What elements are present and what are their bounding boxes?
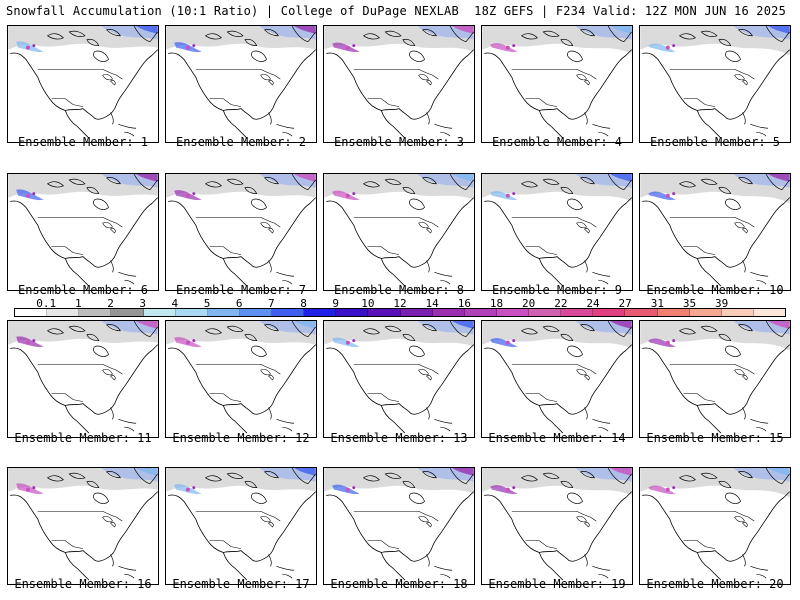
- ensemble-map-18: [323, 467, 475, 585]
- ensemble-member-label: Ensemble Member: 3: [333, 135, 465, 149]
- ensemble-map-15: [639, 320, 791, 438]
- map-title: Snowfall Accumulation (10:1 Ratio) | Col…: [6, 4, 459, 18]
- ensemble-map-3: [323, 25, 475, 143]
- ensemble-member-label: Ensemble Member: 11: [14, 431, 152, 445]
- model-valid-time: 18Z GEFS | F234 Valid: 12Z MON JUN 16 20…: [474, 4, 786, 18]
- ensemble-member-label: Ensemble Member: 13: [330, 431, 468, 445]
- ensemble-member-label: Ensemble Member: 1: [17, 135, 149, 149]
- colorbar-tick-label: 16: [457, 297, 471, 310]
- colorbar-tick-label: 14: [425, 297, 439, 310]
- colorbar-tick-label: 18: [489, 297, 504, 310]
- colorbar-tick-label: 3: [139, 297, 146, 310]
- colorbar-swatch: [47, 309, 80, 316]
- colorbar-swatch: [561, 309, 594, 316]
- ensemble-member-label: Ensemble Member: 7: [175, 283, 307, 297]
- colorbar-swatch: [753, 309, 785, 316]
- ensemble-member-label: Ensemble Member: 5: [649, 135, 781, 149]
- ensemble-map-20: [639, 467, 791, 585]
- ensemble-map-16: [7, 467, 159, 585]
- colorbar-tick-label: 24: [586, 297, 600, 310]
- ensemble-map-19: [481, 467, 633, 585]
- ensemble-member-label: Ensemble Member: 9: [491, 283, 623, 297]
- ensemble-map-5: [639, 25, 791, 143]
- ensemble-map-13: [323, 320, 475, 438]
- colorbar-swatch: [15, 309, 48, 316]
- ensemble-map-9: [481, 173, 633, 291]
- colorbar-swatch: [625, 309, 658, 316]
- colorbar-swatch: [464, 309, 497, 316]
- ensemble-member-label: Ensemble Member: 6: [17, 283, 149, 297]
- ensemble-map-12: [165, 320, 317, 438]
- ensemble-member-label: Ensemble Member: 4: [491, 135, 623, 149]
- colorbar-swatch: [175, 309, 208, 316]
- colorbar-swatch: [143, 309, 176, 316]
- ensemble-member-label: Ensemble Member: 10: [646, 283, 784, 297]
- colorbar-tick-label: 4: [171, 297, 179, 310]
- colorbar-swatch: [111, 309, 144, 316]
- colorbar-swatch: [432, 309, 465, 316]
- colorbar-tick-label: 6: [235, 297, 243, 310]
- ensemble-member-label: Ensemble Member: 17: [172, 577, 310, 591]
- colorbar-swatch: [207, 309, 240, 316]
- ensemble-member-label: Ensemble Member: 18: [330, 577, 468, 591]
- colorbar-tick-label: 9: [332, 297, 339, 310]
- ensemble-member-label: Ensemble Member: 20: [646, 577, 784, 591]
- ensemble-map-17: [165, 467, 317, 585]
- colorbar-swatch: [239, 309, 272, 316]
- colorbar-tick-label: 0.1: [36, 297, 57, 310]
- colorbar-swatch: [368, 309, 401, 316]
- colorbar-swatch: [657, 309, 690, 316]
- ensemble-member-label: Ensemble Member: 12: [172, 431, 310, 445]
- colorbar-tick-label: 12: [393, 297, 407, 310]
- colorbar-tick-label: 27: [618, 297, 632, 310]
- ensemble-member-label: Ensemble Member: 16: [14, 577, 152, 591]
- ensemble-map-10: [639, 173, 791, 291]
- colorbar-swatch: [721, 309, 754, 316]
- ensemble-member-label: Ensemble Member: 8: [333, 283, 465, 297]
- ensemble-map-4: [481, 25, 633, 143]
- ensemble-map-1: [7, 25, 159, 143]
- colorbar-swatch: [529, 309, 562, 316]
- colorbar-tick-label: 7: [268, 297, 275, 310]
- ensemble-member-label: Ensemble Member: 2: [175, 135, 307, 149]
- colorbar-swatch: [272, 309, 305, 316]
- colorbar-swatch: [400, 309, 433, 316]
- ensemble-map-8: [323, 173, 475, 291]
- ensemble-member-label: Ensemble Member: 14: [488, 431, 626, 445]
- colorbar-tick-label: 39: [715, 297, 729, 310]
- colorbar-tick-label: 8: [300, 297, 307, 310]
- colorbar-tick-label: 22: [554, 297, 568, 310]
- colorbar-swatch: [593, 309, 626, 316]
- ensemble-member-label: Ensemble Member: 19: [488, 577, 626, 591]
- snowfall-colorbar: [14, 308, 786, 317]
- colorbar-tick-label: 31: [650, 297, 664, 310]
- colorbar-tick-label: 2: [107, 297, 114, 310]
- ensemble-member-label: Ensemble Member: 15: [646, 431, 784, 445]
- colorbar-swatch: [496, 309, 529, 316]
- colorbar-swatch: [304, 309, 337, 316]
- colorbar-swatch: [689, 309, 722, 316]
- colorbar-swatch: [79, 309, 112, 316]
- colorbar-tick-label: 10: [361, 297, 375, 310]
- ensemble-map-11: [7, 320, 159, 438]
- ensemble-map-7: [165, 173, 317, 291]
- colorbar-tick-label: 1: [75, 297, 82, 310]
- colorbar-tick-label: 35: [682, 297, 697, 310]
- colorbar-tick-label: 5: [203, 297, 211, 310]
- ensemble-map-14: [481, 320, 633, 438]
- colorbar-tick-label: 20: [522, 297, 536, 310]
- ensemble-map-2: [165, 25, 317, 143]
- ensemble-map-6: [7, 173, 159, 291]
- colorbar-swatch: [336, 309, 369, 316]
